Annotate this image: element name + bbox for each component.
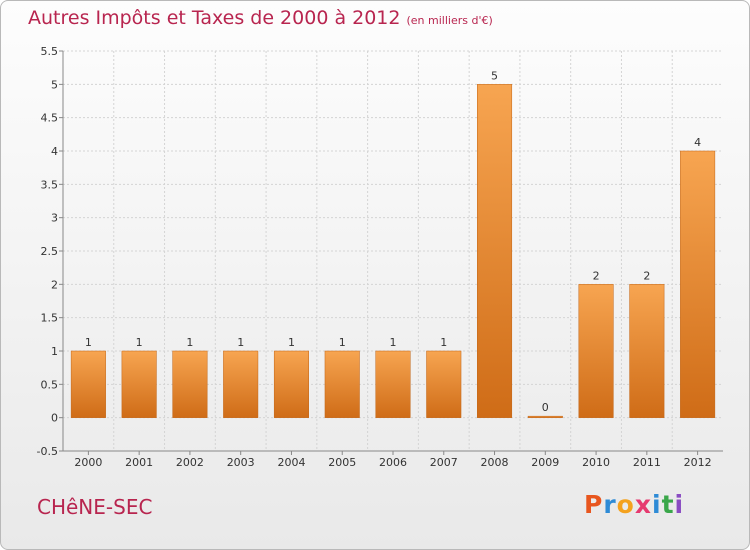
x-tick-label: 2011 bbox=[633, 456, 661, 469]
data-label-2012: 4 bbox=[694, 136, 701, 149]
data-label-2008: 5 bbox=[491, 69, 498, 82]
logo-letter: t bbox=[661, 490, 675, 519]
y-tick-label: 1.5 bbox=[41, 312, 59, 325]
y-tick-label: 0 bbox=[51, 412, 58, 425]
x-tick-label: 2003 bbox=[227, 456, 255, 469]
y-tick-label: 5 bbox=[51, 78, 58, 91]
data-label-2011: 2 bbox=[643, 269, 650, 282]
logo-letter: x bbox=[634, 490, 652, 519]
data-label-2004: 1 bbox=[288, 336, 295, 349]
data-label-2006: 1 bbox=[390, 336, 397, 349]
tick-labels: -0.5 0 0.5 1 1.5 2 2.5 3 3.5 4 4.5 5 5.5 2000 2001 2002… bbox=[37, 45, 712, 469]
y-tick-label: 1 bbox=[51, 345, 58, 358]
data-label-2005: 1 bbox=[339, 336, 346, 349]
bar-2009 bbox=[527, 415, 563, 418]
data-labels: 1 1 1 1 1 1 1 1 5 0 2 2 4 bbox=[85, 69, 701, 414]
y-tick-label: 5.5 bbox=[41, 45, 59, 58]
axes bbox=[59, 50, 723, 455]
bar-2004 bbox=[273, 350, 309, 418]
bar-2005 bbox=[324, 350, 360, 418]
y-tick-label: 0.5 bbox=[41, 378, 59, 391]
y-tick-label: 4 bbox=[51, 145, 58, 158]
y-tick-label: 3.5 bbox=[41, 178, 59, 191]
x-tick-label: 2009 bbox=[531, 456, 559, 469]
logo-letter: o bbox=[616, 490, 635, 519]
data-label-2002: 1 bbox=[186, 336, 193, 349]
place-name: CHêNE-SEC bbox=[37, 495, 153, 519]
x-tick-label: 2010 bbox=[582, 456, 610, 469]
bar-2001 bbox=[121, 350, 157, 418]
bar-2010 bbox=[578, 284, 614, 418]
chart-title: Autres Impôts et Taxes de 2000 à 2012 bbox=[28, 7, 401, 29]
bar-2011 bbox=[629, 284, 665, 418]
chart-title-block: Autres Impôts et Taxes de 2000 à 2012 (en… bbox=[28, 7, 493, 29]
y-tick-label: -0.5 bbox=[37, 445, 58, 458]
bar-2006 bbox=[375, 350, 411, 418]
y-tick-label: 4.5 bbox=[41, 112, 59, 125]
x-tick-label: 2001 bbox=[125, 456, 153, 469]
y-tick-label: 2 bbox=[51, 278, 58, 291]
x-tick-label: 2000 bbox=[74, 456, 102, 469]
y-tick-label: 3 bbox=[51, 212, 58, 225]
chart-unit: (en milliers d'€) bbox=[406, 14, 493, 27]
data-label-2010: 2 bbox=[593, 269, 600, 282]
logo-letter: i bbox=[652, 490, 662, 519]
bar-2002 bbox=[172, 350, 208, 418]
logo-letter: P bbox=[584, 490, 604, 519]
bar-2008 bbox=[477, 84, 513, 418]
data-label-2003: 1 bbox=[237, 336, 244, 349]
x-tick-label: 2002 bbox=[176, 456, 204, 469]
proxiti-logo: Proxiti bbox=[584, 490, 684, 519]
bar-2000 bbox=[70, 350, 106, 418]
x-tick-label: 2006 bbox=[379, 456, 407, 469]
logo-letter: i bbox=[674, 490, 685, 519]
logo-letter: r bbox=[603, 490, 617, 519]
x-tick-label: 2012 bbox=[684, 456, 712, 469]
bar-2007 bbox=[426, 350, 462, 418]
bar-2012 bbox=[680, 150, 716, 418]
data-label-2000: 1 bbox=[85, 336, 92, 349]
x-tick-label: 2007 bbox=[430, 456, 458, 469]
bar-2003 bbox=[223, 350, 259, 418]
data-label-2007: 1 bbox=[440, 336, 447, 349]
x-tick-label: 2008 bbox=[481, 456, 509, 469]
x-tick-label: 2005 bbox=[328, 456, 356, 469]
data-label-2009: 0 bbox=[542, 401, 549, 414]
bars bbox=[70, 84, 716, 418]
data-label-2001: 1 bbox=[136, 336, 143, 349]
x-tick-label: 2004 bbox=[277, 456, 305, 469]
y-tick-label: 2.5 bbox=[41, 245, 59, 258]
